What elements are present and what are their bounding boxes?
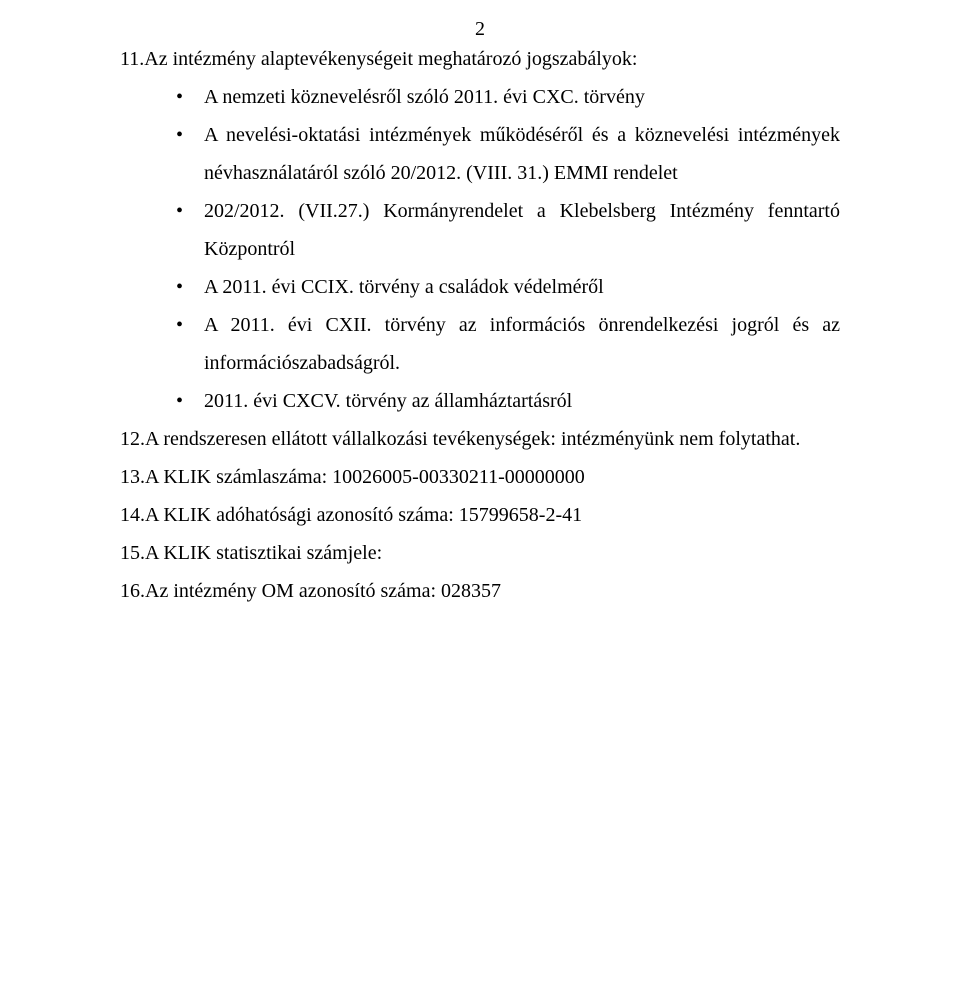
item-text: A KLIK számlaszáma: 10026005-00330211-00… [145, 466, 585, 488]
item-text: A rendszeresen ellátott vállalkozási tev… [145, 428, 800, 450]
item-16: 16.Az intézmény OM azonosító száma: 0283… [120, 572, 840, 610]
list-item: 202/2012. (VII.27.) Kormányrendelet a Kl… [162, 192, 840, 268]
item-text: A KLIK adóhatósági azonosító száma: 1579… [145, 504, 582, 526]
item-number: 12. [120, 428, 145, 450]
item-number: 13. [120, 466, 145, 488]
item-number: 15. [120, 542, 145, 564]
item-number: 11. [120, 48, 144, 70]
item-text: A KLIK statisztikai számjele: [145, 542, 382, 564]
item-number: 16. [120, 580, 145, 602]
list-item: A nevelési-oktatási intézmények működésé… [162, 116, 840, 192]
item-11: 11.Az intézmény alaptevékenységeit megha… [120, 40, 840, 78]
page-number: 2 [475, 18, 485, 41]
list-item: 2011. évi CXCV. törvény az államháztartá… [162, 382, 840, 420]
list-item: A 2011. évi CCIX. törvény a családok véd… [162, 268, 840, 306]
item-15: 15.A KLIK statisztikai számjele: [120, 534, 840, 572]
list-item: A 2011. évi CXII. törvény az információs… [162, 306, 840, 382]
list-item: A nemzeti köznevelésről szóló 2011. évi … [162, 78, 840, 116]
item-11-bullets: A nemzeti köznevelésről szóló 2011. évi … [120, 78, 840, 420]
item-text: Az intézmény alaptevékenységeit meghatár… [144, 48, 637, 70]
item-13: 13.A KLIK számlaszáma: 10026005-00330211… [120, 458, 840, 496]
document-page: 2 11.Az intézmény alaptevékenységeit meg… [0, 0, 960, 994]
item-number: 14. [120, 504, 145, 526]
item-14: 14.A KLIK adóhatósági azonosító száma: 1… [120, 496, 840, 534]
item-12: 12.A rendszeresen ellátott vállalkozási … [120, 420, 840, 458]
item-text: Az intézmény OM azonosító száma: 028357 [145, 580, 501, 602]
